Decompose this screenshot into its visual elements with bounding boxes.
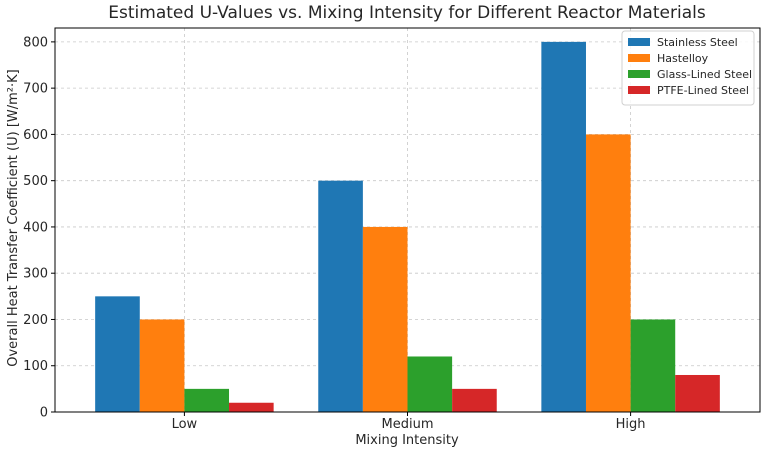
bar-hastelloy-medium	[362, 226, 408, 412]
bar-ptfe-lined-steel-medium	[452, 388, 497, 412]
y-tick-label: 800	[23, 35, 48, 50]
bar-ptfe-lined-steel-low	[229, 402, 274, 412]
legend-swatch	[628, 86, 650, 94]
y-tick-label: 0	[40, 406, 48, 421]
y-tick-label: 200	[23, 313, 48, 328]
legend-label: PTFE-Lined Steel	[657, 84, 749, 97]
legend-label: Glass-Lined Steel	[657, 68, 752, 81]
x-tick-label: Low	[172, 417, 198, 432]
y-tick-label: 300	[23, 267, 48, 282]
y-tick-label: 500	[23, 174, 48, 189]
legend-swatch	[628, 70, 650, 78]
legend-label: Stainless Steel	[657, 36, 738, 49]
y-tick-label: 100	[23, 359, 48, 374]
y-tick-label: 600	[23, 128, 48, 143]
x-tick-label: High	[616, 417, 646, 432]
bar-hastelloy-high	[585, 134, 631, 412]
legend-swatch	[628, 54, 650, 62]
y-tick-label: 400	[23, 220, 48, 235]
bar-glass-lined-steel-low	[184, 388, 230, 412]
bar-glass-lined-steel-medium	[407, 356, 453, 412]
bar-glass-lined-steel-high	[630, 319, 676, 412]
bars-layer	[95, 41, 720, 412]
legend-label: Hastelloy	[657, 52, 709, 65]
bar-hastelloy-low	[139, 319, 185, 412]
bar-ptfe-lined-steel-high	[675, 374, 720, 412]
legend-box	[621, 30, 755, 106]
legend-swatch	[628, 38, 650, 46]
bar-stainless-steel-medium	[318, 180, 363, 412]
axes-layer: 0 100 200 300 400 500 600 700 800 Low Medium High	[23, 27, 761, 432]
y-tick-label: 700	[23, 82, 48, 97]
x-axis-label: Mixing Intensity	[355, 433, 459, 448]
bar-stainless-steel-low	[95, 296, 140, 412]
chart-title: Estimated U-Values vs. Mixing Intensity …	[108, 3, 706, 23]
legend: Stainless Steel Hastelloy Glass-Lined Stee…	[621, 30, 755, 106]
bar-stainless-steel-high	[541, 41, 586, 412]
x-tick-label: Medium	[382, 417, 434, 432]
plot-frame	[54, 27, 761, 413]
y-axis-label: Overall Heat Transfer Coefficient (U) [W…	[6, 69, 21, 367]
